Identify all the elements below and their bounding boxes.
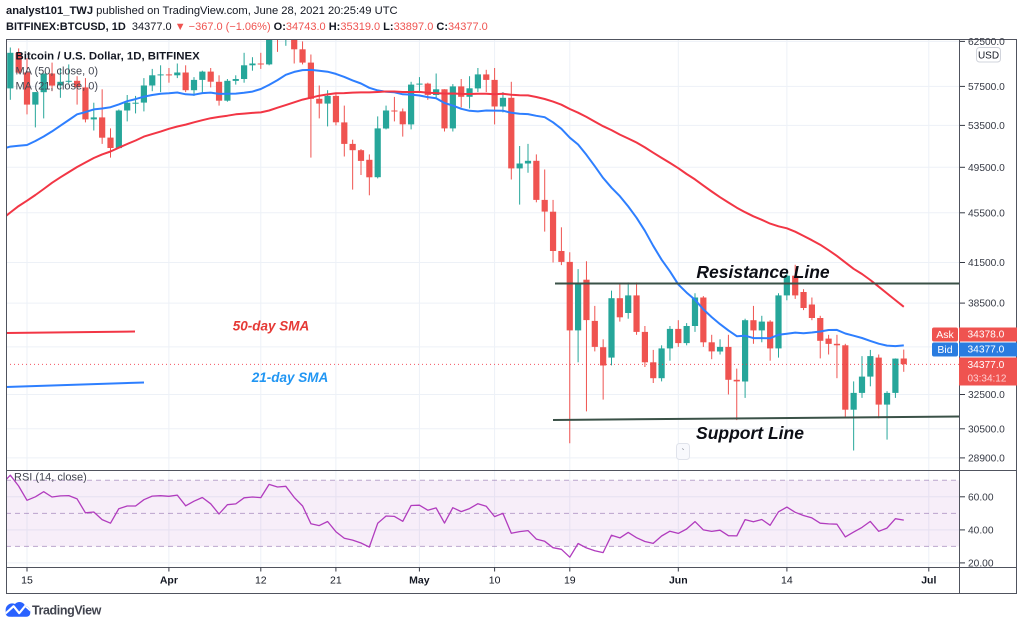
svg-text:34377.0: 34377.0	[968, 360, 1005, 371]
svg-text:TradingView: TradingView	[32, 604, 102, 618]
svg-text:RSI (14, close): RSI (14, close)	[14, 472, 87, 484]
svg-text:Bitcoin / U.S. Dollar, 1D, BIT: Bitcoin / U.S. Dollar, 1D, BITFINEX	[16, 51, 201, 63]
svg-text:49500.0: 49500.0	[968, 163, 1005, 174]
svg-text:MA (50, close, 0): MA (50, close, 0)	[16, 66, 99, 78]
svg-text:40.00: 40.00	[968, 526, 994, 537]
svg-text:MA (21, close, 0): MA (21, close, 0)	[16, 81, 99, 93]
svg-text:14: 14	[781, 575, 793, 587]
svg-text:30500.0: 30500.0	[968, 424, 1005, 435]
svg-text:Resistance Line: Resistance Line	[696, 262, 830, 282]
svg-text:19: 19	[564, 575, 576, 587]
svg-text:`: `	[681, 447, 684, 459]
svg-text:41500.0: 41500.0	[968, 258, 1005, 269]
svg-text:Support Line: Support Line	[696, 423, 804, 443]
svg-text:Apr: Apr	[160, 575, 178, 587]
svg-text:34377.0: 34377.0	[968, 345, 1005, 356]
svg-text:Jul: Jul	[921, 575, 936, 587]
svg-text:34378.0: 34378.0	[968, 330, 1005, 341]
svg-text:May: May	[409, 575, 430, 587]
svg-text:38500.0: 38500.0	[968, 299, 1005, 310]
svg-text:20.00: 20.00	[968, 559, 994, 570]
svg-text:21: 21	[330, 575, 342, 587]
svg-text:53500.0: 53500.0	[968, 121, 1005, 132]
svg-text:62500.0: 62500.0	[968, 37, 1005, 48]
svg-text:57500.0: 57500.0	[968, 82, 1005, 93]
svg-text:21-day SMA: 21-day SMA	[251, 370, 329, 385]
svg-text:03:34:12: 03:34:12	[968, 373, 1007, 384]
svg-text:45500.0: 45500.0	[968, 208, 1005, 219]
svg-text:Bid: Bid	[937, 344, 952, 356]
svg-text:32500.0: 32500.0	[968, 390, 1005, 401]
svg-text:28900.0: 28900.0	[968, 454, 1005, 465]
svg-text:USD: USD	[978, 51, 999, 62]
svg-text:50-day SMA: 50-day SMA	[233, 319, 310, 334]
svg-text:60.00: 60.00	[968, 492, 994, 503]
svg-text:Ask: Ask	[936, 329, 954, 341]
svg-text:15: 15	[21, 575, 33, 587]
svg-text:Jun: Jun	[669, 575, 688, 587]
svg-text:10: 10	[489, 575, 501, 587]
svg-text:12: 12	[255, 575, 267, 587]
